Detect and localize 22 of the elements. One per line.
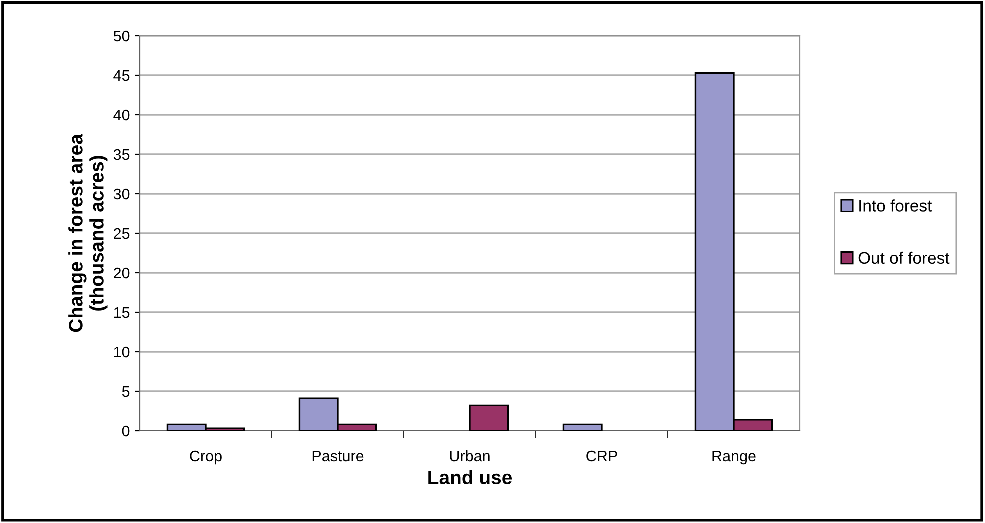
bar bbox=[469, 404, 510, 431]
y-tick-label: 15 bbox=[114, 308, 130, 318]
y-tick-label: 10 bbox=[114, 346, 130, 358]
y-tick-label: 0 bbox=[122, 426, 130, 437]
y-tick-label: 45 bbox=[114, 70, 130, 82]
y-axis-title: Change in forest area (thousand acres) bbox=[68, 134, 108, 332]
x-tick-label: CRP bbox=[586, 450, 618, 462]
y-tick-label: 20 bbox=[114, 268, 130, 279]
legend-label: Into forest bbox=[860, 200, 932, 212]
y-tick-label: 25 bbox=[114, 228, 130, 240]
x-tick-label: Range bbox=[712, 451, 756, 465]
x-tick-label: Pasture bbox=[312, 451, 364, 462]
y-tick-label: 30 bbox=[114, 188, 130, 200]
legend-label: Out of forest bbox=[858, 252, 950, 264]
x-tick-label: Urban bbox=[450, 450, 490, 462]
y-tick-label: 50 bbox=[114, 30, 130, 42]
x-axis-title: Land use bbox=[428, 470, 512, 485]
y-tick-label: 5 bbox=[122, 386, 130, 398]
bar bbox=[562, 424, 603, 431]
y-tick-label: 40 bbox=[114, 110, 130, 121]
x-tick-label: Crop bbox=[190, 450, 222, 465]
y-tick-label: 35 bbox=[114, 149, 130, 160]
